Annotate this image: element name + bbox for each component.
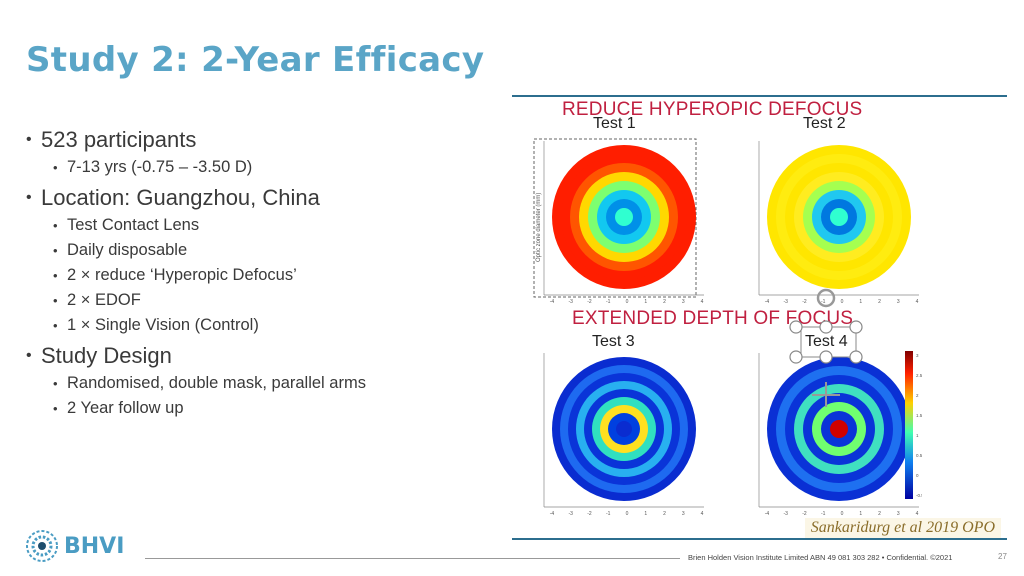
x-tick-label: 2: [878, 511, 881, 517]
plot-test-3: -4 -3 -2 -1 0 1 2 3 4: [522, 349, 707, 517]
panel-label-test-1: Test 1: [593, 115, 636, 132]
page-number: 27: [998, 552, 1007, 561]
x-tick-label: 2: [663, 511, 666, 517]
power-map-svg: -4 -3 -2 -1 0 1 2 3 4 Optic zone diameter (mm): [533, 138, 704, 305]
extended-depth-of-focus-heading: EXTENDED DEPTH OF FOCUS: [572, 308, 854, 329]
power-ring: [830, 208, 848, 226]
colorbar-tick-label: 2: [916, 393, 919, 398]
x-tick-label: 0: [841, 511, 844, 517]
x-tick-label: 4: [916, 299, 919, 305]
x-tick-label: 3: [682, 511, 685, 517]
x-tick-label: 0: [626, 299, 629, 305]
selection-box: [533, 138, 697, 298]
bullet-list: 523 participants 7-13 yrs (-0.75 – -3.50…: [26, 122, 496, 421]
x-tick-label: 1: [859, 511, 862, 517]
power-map-svg: -4 -3 -2 -1 0 1 2 3 4: [758, 141, 919, 305]
eye-logo-icon: [26, 530, 58, 562]
power-ring: [615, 208, 633, 226]
power-ring: [616, 421, 632, 437]
x-tick-label: 4: [916, 511, 919, 517]
x-tick-label: 4: [701, 299, 704, 305]
sub-bullet-disposable: Daily disposable: [53, 238, 496, 263]
x-tick-label: -4: [765, 299, 770, 305]
x-tick-label: 3: [682, 299, 685, 305]
x-tick-label: -1: [606, 299, 611, 305]
x-tick-label: 1: [859, 299, 862, 305]
x-tick-label: 4: [701, 511, 704, 517]
plot-test-4[interactable]: -4 -3 -2 -1 0 1 2 3 4 3 2.5 2 1.5 1 0.5 0 -0.5: [737, 349, 922, 517]
sub-bullet-hyperopic: 2 × reduce ‘Hyperopic Defocus’: [53, 263, 496, 288]
colorbar-tick-label: 1: [916, 433, 919, 438]
power-map-svg: -4 -3 -2 -1 0 1 2 3 4 3 2.5 2 1.5 1 0.5 0 -0.5: [758, 351, 922, 517]
lens-power-figure[interactable]: REDUCE HYPEROPIC DEFOCUS EXTENDED DEPTH …: [512, 97, 1007, 540]
plot-test-2: -4 -3 -2 -1 0 1 2 3 4: [737, 137, 922, 305]
x-tick-label: -3: [784, 299, 789, 305]
bullet-design: Study Design: [26, 341, 496, 371]
x-tick-label: -2: [587, 299, 592, 305]
colorbar-tick-label: 1.5: [916, 413, 922, 418]
slide-title: Study 2: 2-Year Efficacy: [26, 40, 485, 80]
x-tick-label: -4: [550, 511, 555, 517]
plot-test-1[interactable]: -4 -3 -2 -1 0 1 2 3 4 Optic zone diameter (mm): [522, 137, 707, 305]
colorbar-tick-label: -0.5: [916, 493, 922, 498]
footer-divider: [145, 558, 680, 559]
x-tick-label: -2: [587, 511, 592, 517]
x-tick-label: -3: [569, 511, 574, 517]
panel-label-test-3: Test 3: [592, 333, 635, 350]
x-tick-label: 0: [626, 511, 629, 517]
x-tick-label: -3: [784, 511, 789, 517]
bhvi-logo: BHVI: [26, 530, 124, 562]
bullet-location: Location: Guangzhou, China: [26, 183, 496, 213]
logo-text: BHVI: [64, 533, 125, 559]
colorbar-tick-label: 3: [916, 353, 919, 358]
sub-bullet-lens: Test Contact Lens: [53, 213, 496, 238]
y-axis-label: Optic zone diameter (mm): [536, 193, 542, 262]
x-tick-label: -3: [569, 299, 574, 305]
sub-bullet-control: 1 × Single Vision (Control): [53, 313, 496, 338]
sub-bullet-randomised: Randomised, double mask, parallel arms: [53, 371, 496, 396]
reduce-hyperopic-defocus-heading: REDUCE HYPEROPIC DEFOCUS: [562, 99, 863, 120]
x-tick-label: -2: [802, 511, 807, 517]
x-tick-label: -4: [550, 299, 555, 305]
colorbar-tick-label: 0.5: [916, 453, 922, 458]
x-tick-label: 2: [663, 299, 666, 305]
figure-top-rule: [512, 95, 1007, 97]
x-tick-label: 1: [644, 511, 647, 517]
colorbar-tick-label: 0: [916, 473, 919, 478]
colorbar: [905, 351, 913, 499]
x-tick-label: 3: [897, 299, 900, 305]
citation: Sankaridurg et al 2019 OPO: [804, 518, 1001, 538]
power-map-svg: -4 -3 -2 -1 0 1 2 3 4: [543, 353, 704, 517]
x-tick-label: 2: [878, 299, 881, 305]
panel-label-test-2: Test 2: [803, 115, 846, 132]
x-tick-label: 3: [897, 511, 900, 517]
x-tick-label: -1: [606, 511, 611, 517]
bullet-participants: 523 participants: [26, 125, 496, 155]
x-tick-label: -1: [821, 511, 826, 517]
sub-bullet-edof: 2 × EDOF: [53, 288, 496, 313]
colorbar-tick-label: 2.5: [916, 373, 922, 378]
x-tick-label: 0: [841, 299, 844, 305]
x-tick-label: 1: [644, 299, 647, 305]
power-ring: [830, 420, 848, 438]
x-tick-label: -1: [821, 299, 826, 305]
figure-bottom-rule: [512, 538, 1007, 540]
sub-bullet-followup: 2 Year follow up: [53, 396, 496, 421]
x-tick-label: -2: [802, 299, 807, 305]
x-tick-label: -4: [765, 511, 770, 517]
footer-legal-text: Brien Holden Vision Institute Limited AB…: [688, 553, 953, 562]
sub-bullet-age: 7-13 yrs (-0.75 – -3.50 D): [53, 155, 496, 180]
